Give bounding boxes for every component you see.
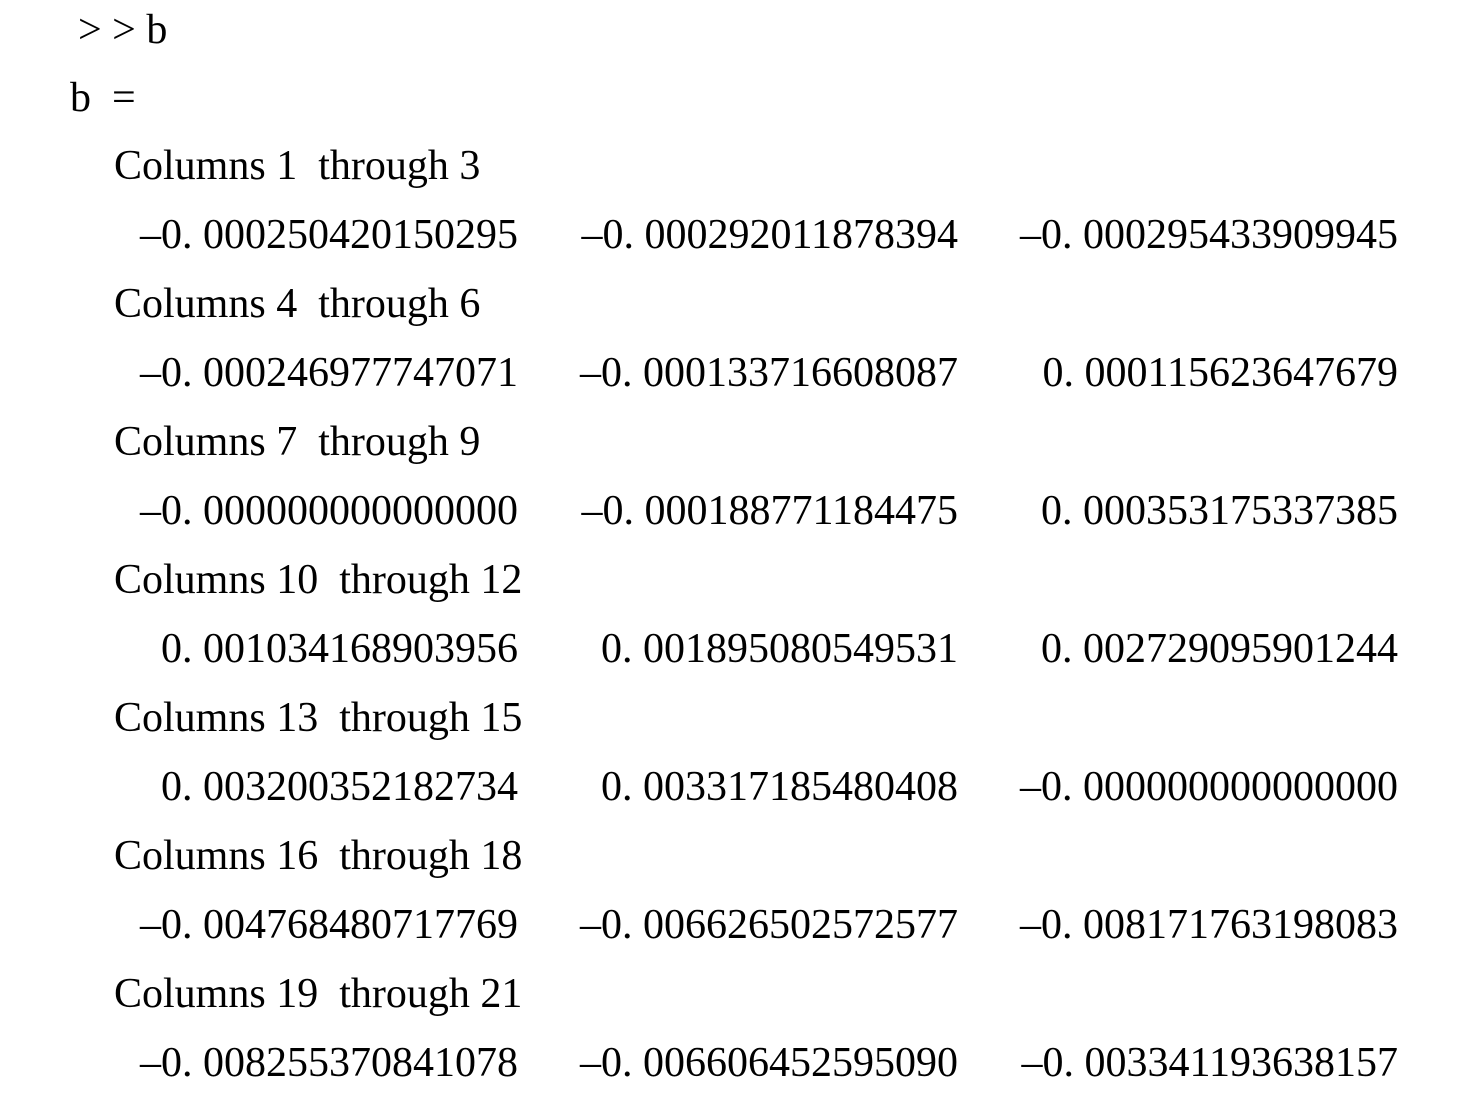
- columns-header: Columns 1 through 3: [114, 143, 481, 189]
- columns-header: Columns 19 through 21: [114, 971, 523, 1017]
- command-line: > > b: [78, 0, 167, 60]
- command-input: b: [146, 7, 168, 53]
- value-cell: –0. 006606452595090: [580, 1040, 958, 1086]
- value-cell: –0. 000000000000000: [1020, 764, 1398, 810]
- columns-header: Columns 16 through 18: [114, 833, 523, 879]
- value-cell: –0. 000246977747071: [140, 350, 518, 396]
- value-cell: –0. 003341193638157: [1021, 1040, 1398, 1086]
- columns-header: Columns 10 through 12: [114, 557, 523, 603]
- variable-label: b =: [70, 75, 136, 121]
- value-cell: –0. 000295433909945: [1020, 212, 1398, 258]
- value-cell: –0. 000133716608087: [580, 350, 958, 396]
- command-prompt: > >: [78, 7, 147, 53]
- value-cell: 0. 001034168903956: [161, 626, 518, 672]
- value-cell: –0. 000250420150295: [140, 212, 518, 258]
- value-cell: 0. 003200352182734: [161, 764, 518, 810]
- value-cell: 0. 000115623647679: [1042, 350, 1398, 396]
- value-cell: –0. 000000000000000: [140, 488, 518, 534]
- value-cell: 0. 000353175337385: [1041, 488, 1398, 534]
- value-cell: –0. 008255370841078: [140, 1040, 518, 1086]
- columns-header: Columns 4 through 6: [114, 281, 481, 327]
- value-cell: –0. 006626502572577: [580, 902, 958, 948]
- columns-header: Columns 13 through 15: [114, 695, 523, 741]
- value-cell: 0. 002729095901244: [1041, 626, 1398, 672]
- value-cell: –0. 008171763198083: [1020, 902, 1398, 948]
- value-cell: 0. 003317185480408: [601, 764, 958, 810]
- value-cell: –0. 000188771184475: [581, 488, 958, 534]
- value-cell: 0. 001895080549531: [601, 626, 958, 672]
- value-cell: –0. 004768480717769: [140, 902, 518, 948]
- columns-header: Columns 7 through 9: [114, 419, 481, 465]
- value-cell: –0. 000292011878394: [581, 212, 958, 258]
